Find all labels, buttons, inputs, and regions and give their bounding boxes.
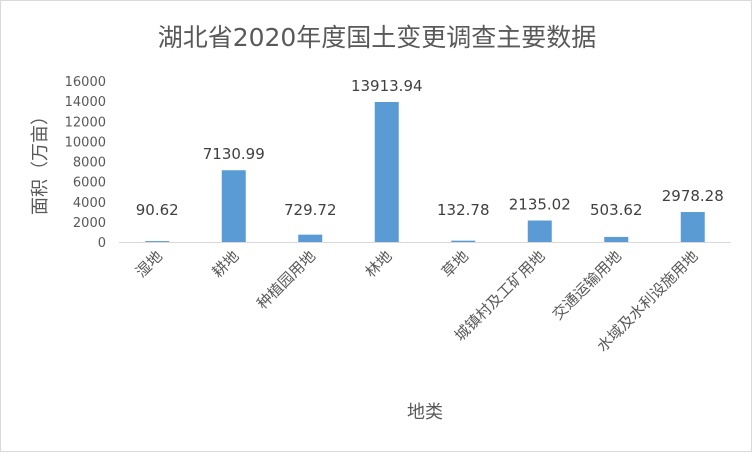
bar (298, 234, 323, 242)
y-axis-ticks: 0 2000 4000 6000 8000 10000 12000 14000 16000 (65, 75, 106, 251)
data-label: 2978.28 (662, 187, 724, 205)
y-tick-label: 16000 (65, 75, 106, 90)
y-tick-label: 10000 (65, 135, 106, 150)
x-tick-label: 林地 (362, 247, 396, 281)
x-tick-label: 交通运输用地 (549, 247, 625, 323)
data-label: 503.62 (590, 201, 643, 219)
x-axis-title: 地类 (407, 402, 443, 423)
bar (527, 220, 552, 242)
y-tick-label: 8000 (73, 156, 106, 171)
data-label: 90.62 (136, 201, 179, 219)
bars-group (145, 101, 705, 242)
bar (221, 170, 246, 242)
x-tick-label: 湿地 (132, 247, 166, 281)
bar (680, 212, 705, 242)
y-tick-label: 2000 (73, 216, 106, 231)
data-label: 729.72 (284, 201, 337, 219)
bar (451, 240, 476, 242)
bar (604, 236, 629, 242)
data-label: 13913.94 (351, 77, 423, 95)
y-tick-label: 6000 (73, 176, 106, 191)
y-tick-label: 4000 (73, 196, 106, 211)
y-tick-label: 0 (98, 236, 106, 251)
x-tick-label: 耕地 (209, 247, 243, 281)
y-axis-title: 面积（万亩） (30, 107, 51, 215)
x-tick-label: 种植园用地 (253, 247, 319, 313)
bar (374, 101, 399, 242)
bar (145, 241, 170, 242)
chart-title: 湖北省2020年度国土变更调查主要数据 (158, 23, 597, 52)
data-label: 132.78 (437, 201, 490, 219)
data-labels-group: 90.62 7130.99 729.72 13913.94 132.78 2135.02 5… (136, 77, 724, 219)
x-tick-label: 草地 (438, 247, 472, 281)
data-label: 2135.02 (509, 196, 571, 214)
y-tick-label: 12000 (65, 115, 106, 130)
y-tick-label: 14000 (65, 95, 106, 110)
data-label: 7130.99 (203, 145, 265, 163)
